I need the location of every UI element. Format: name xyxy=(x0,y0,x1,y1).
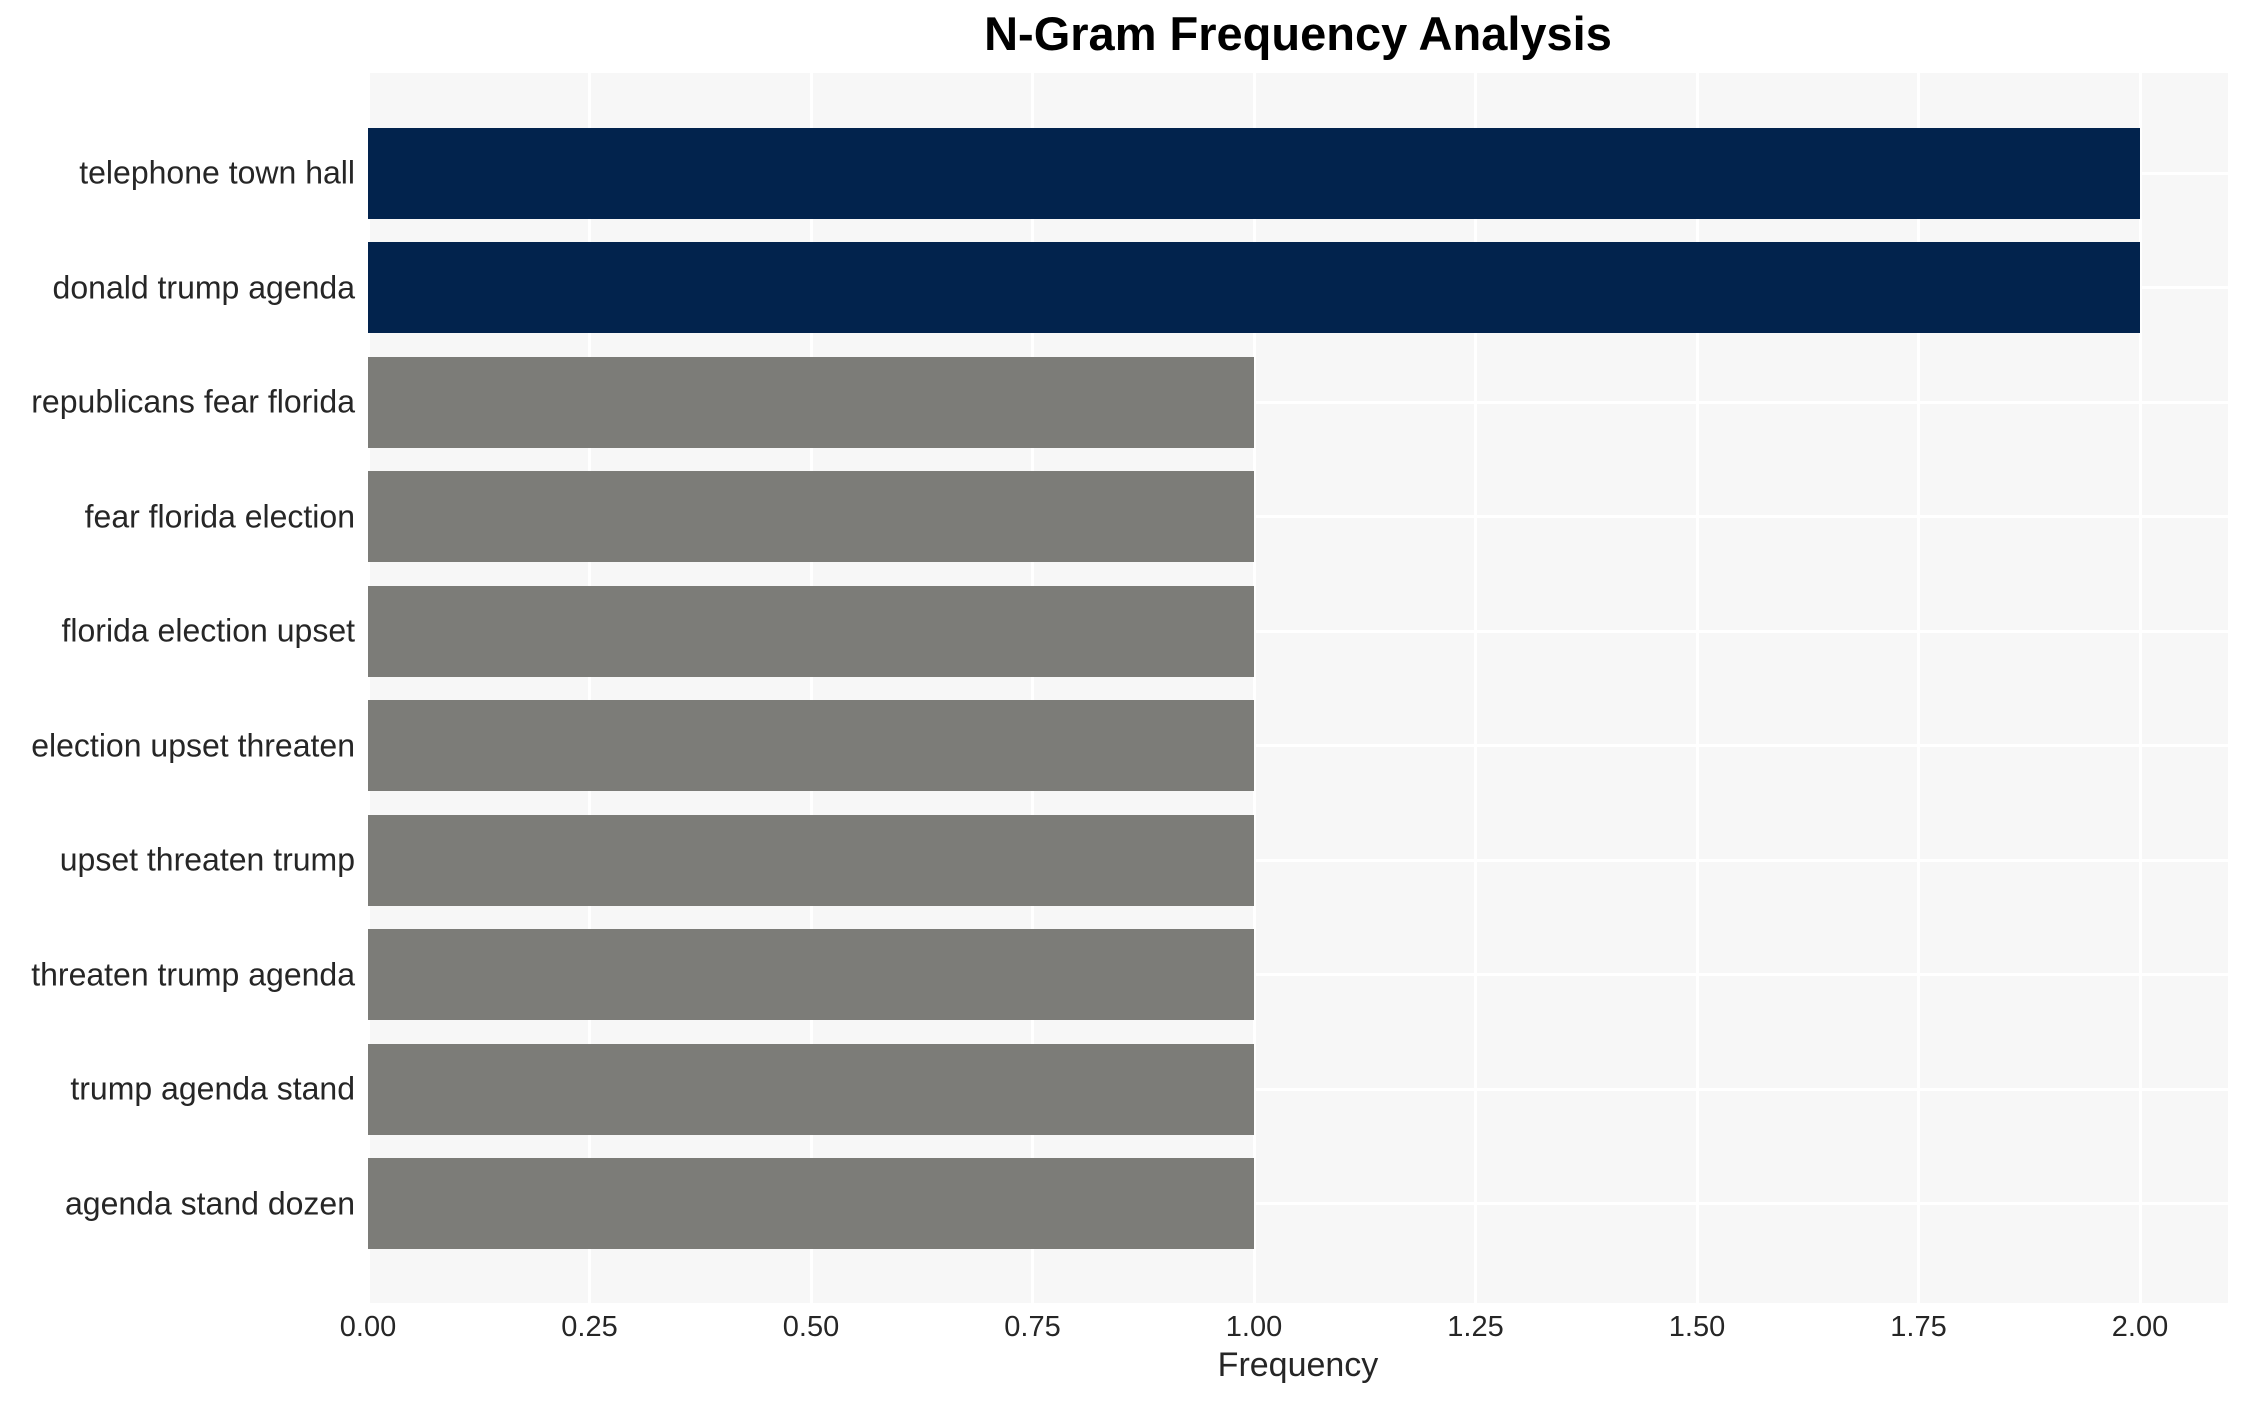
x-gridline xyxy=(366,73,370,1303)
y-tick-label: republicans fear florida xyxy=(31,383,355,420)
x-gridline xyxy=(2138,73,2142,1303)
x-gridline xyxy=(1917,73,1920,1303)
x-tick-label: 0.25 xyxy=(561,1311,618,1343)
y-axis-labels: telephone town hall donald trump agenda re… xyxy=(0,73,355,1303)
x-gridline xyxy=(588,73,591,1303)
y-gridline xyxy=(368,515,2228,519)
y-tick-label: florida election upset xyxy=(61,612,355,649)
y-gridline xyxy=(368,744,2228,748)
x-tick-label: 0.75 xyxy=(1004,1311,1061,1343)
chart-title: N-Gram Frequency Analysis xyxy=(984,7,1612,60)
x-tick-label: 1.50 xyxy=(1668,1311,1726,1343)
x-tick-label: 1.75 xyxy=(1890,1311,1947,1343)
y-tick-label: telephone town hall xyxy=(79,154,355,191)
x-gridline xyxy=(1252,73,1256,1303)
x-tick-label: 0.50 xyxy=(782,1311,840,1343)
y-tick-label: donald trump agenda xyxy=(52,269,355,306)
y-gridline xyxy=(368,629,2228,633)
x-tick-label: 0.00 xyxy=(339,1311,397,1343)
bar-florida-election-upset xyxy=(368,585,1254,677)
bar-donald-trump-agenda xyxy=(368,242,2140,334)
bar-election-upset-threaten xyxy=(368,700,1254,792)
y-tick-label: election upset threaten xyxy=(31,727,355,764)
y-gridline xyxy=(368,1202,2228,1206)
bar-fear-florida-election xyxy=(368,471,1254,563)
x-gridline xyxy=(1474,73,1477,1303)
x-gridline xyxy=(809,73,813,1303)
y-tick-label: fear florida election xyxy=(84,498,355,535)
bar-upset-threaten-trump xyxy=(368,814,1254,906)
y-gridline xyxy=(368,973,2228,977)
y-gridline xyxy=(368,1087,2228,1091)
x-axis-title: Frequency xyxy=(1217,1346,1379,1384)
x-gridline xyxy=(1695,73,1699,1303)
y-tick-label: upset threaten trump xyxy=(59,841,355,878)
x-tick-label: 1.00 xyxy=(1225,1311,1283,1343)
x-tick-label: 2.00 xyxy=(2111,1311,2169,1343)
y-tick-label: trump agenda stand xyxy=(70,1070,355,1107)
y-gridline xyxy=(368,858,2228,862)
bar-republicans-fear-florida xyxy=(368,356,1254,448)
x-gridline xyxy=(1031,73,1034,1303)
plot-area xyxy=(366,73,2228,1303)
x-axis-tick-labels: 0.00 0.25 0.50 0.75 1.00 1.25 1.50 1.75 2.00 xyxy=(0,1311,2247,1347)
y-tick-label: threaten trump agenda xyxy=(31,956,355,993)
bar-agenda-stand-dozen xyxy=(368,1158,1254,1250)
y-gridline xyxy=(368,400,2228,404)
bar-threaten-trump-agenda xyxy=(368,929,1254,1021)
y-tick-label: agenda stand dozen xyxy=(64,1185,355,1222)
bar-telephone-town-hall xyxy=(368,127,2140,219)
bar-trump-agenda-stand xyxy=(368,1043,1254,1135)
x-tick-label: 1.25 xyxy=(1447,1311,1504,1343)
